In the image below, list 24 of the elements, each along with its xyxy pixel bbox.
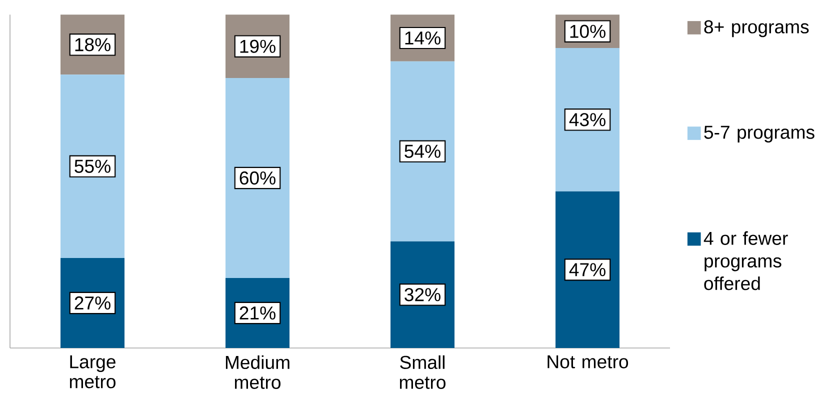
- bar: [226, 78, 290, 278]
- data-label: 47%: [569, 263, 606, 276]
- data-label: 32%: [404, 288, 440, 302]
- x-tick-label: Medium metro: [226, 355, 290, 389]
- data-label: 19%: [240, 40, 276, 53]
- x-tick-label: Not metro: [548, 355, 628, 368]
- data-label: 14%: [405, 31, 440, 44]
- data-label: 54%: [404, 144, 440, 158]
- bar: [556, 48, 620, 192]
- data-label: 27%: [74, 296, 110, 310]
- data-label: 55%: [74, 160, 110, 173]
- bar: [390, 61, 454, 242]
- legend-label: 5-7 programs: [704, 126, 814, 143]
- data-label: 43%: [569, 113, 606, 126]
- x-tick-label: Large metro: [70, 355, 116, 388]
- data-label: 10%: [570, 24, 606, 38]
- data-label: 60%: [240, 171, 276, 185]
- legend-label: 8+ programs: [704, 20, 809, 38]
- bar: [60, 74, 124, 258]
- bar: [556, 191, 620, 348]
- legend-label: 4 or fewer programs offered: [704, 231, 788, 290]
- x-tick-label: Small metro: [400, 355, 446, 389]
- data-label: 21%: [240, 306, 276, 320]
- data-label: 18%: [75, 38, 110, 52]
